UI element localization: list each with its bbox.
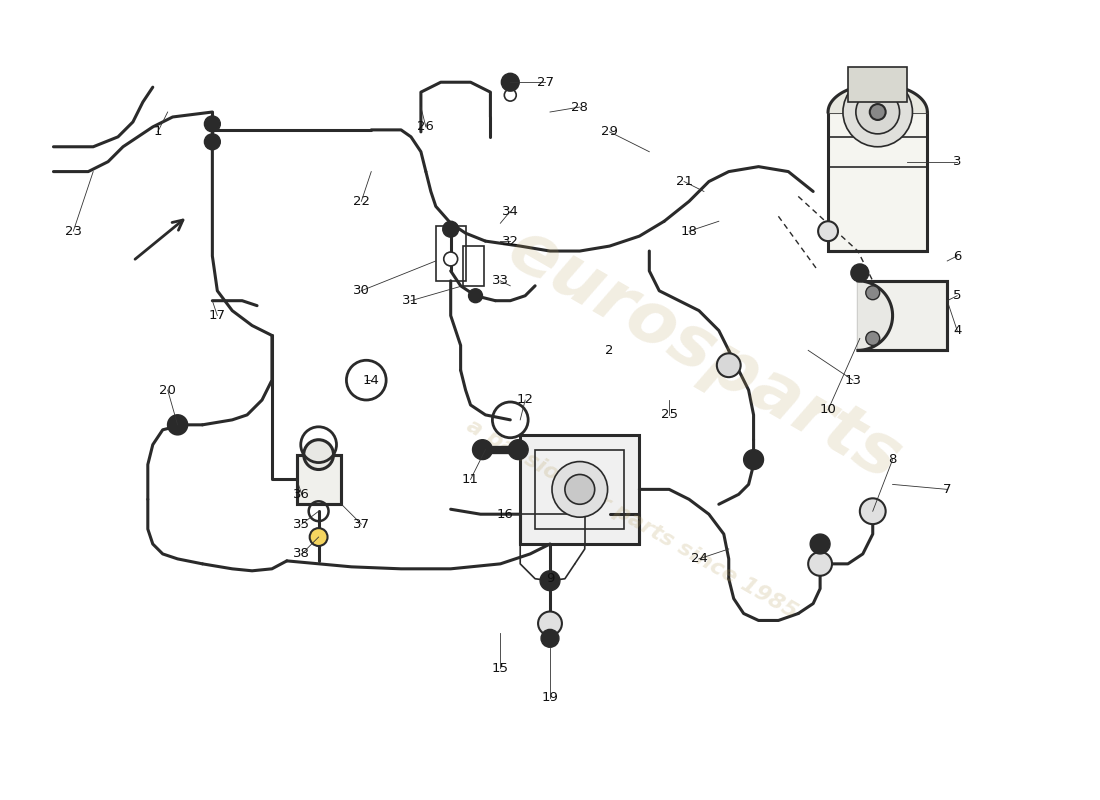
- Text: 5: 5: [953, 290, 961, 302]
- Bar: [828, 112, 927, 251]
- Circle shape: [717, 354, 740, 377]
- Circle shape: [552, 462, 607, 517]
- Circle shape: [856, 90, 900, 134]
- Text: 36: 36: [294, 488, 310, 501]
- Text: 26: 26: [417, 121, 434, 134]
- Text: 28: 28: [571, 101, 588, 114]
- Text: 8: 8: [889, 453, 896, 466]
- Text: 29: 29: [601, 126, 618, 138]
- Circle shape: [167, 415, 187, 434]
- Bar: [848, 67, 908, 102]
- Text: 11: 11: [462, 473, 480, 486]
- Text: 30: 30: [353, 284, 370, 298]
- Text: 23: 23: [65, 225, 81, 238]
- Circle shape: [310, 528, 328, 546]
- Circle shape: [808, 552, 832, 576]
- Text: 7: 7: [943, 483, 951, 496]
- Circle shape: [443, 252, 458, 266]
- Text: 19: 19: [541, 691, 559, 705]
- Circle shape: [565, 474, 595, 504]
- Circle shape: [866, 331, 880, 346]
- Circle shape: [508, 440, 528, 459]
- Text: 14: 14: [363, 374, 379, 386]
- Text: 10: 10: [820, 403, 836, 417]
- Text: 25: 25: [661, 408, 678, 422]
- Text: 4: 4: [953, 324, 961, 337]
- Circle shape: [304, 440, 333, 470]
- Bar: [520, 434, 639, 544]
- Text: 1: 1: [154, 126, 162, 138]
- Text: 37: 37: [353, 518, 370, 530]
- Circle shape: [205, 116, 220, 132]
- Text: 33: 33: [492, 274, 509, 287]
- Text: 13: 13: [845, 374, 861, 386]
- Text: 18: 18: [681, 225, 697, 238]
- Text: 21: 21: [675, 175, 693, 188]
- Text: 3: 3: [953, 155, 961, 168]
- Bar: [535, 450, 625, 529]
- Text: 38: 38: [294, 547, 310, 561]
- Circle shape: [843, 78, 913, 146]
- Circle shape: [442, 222, 459, 237]
- Circle shape: [744, 450, 763, 470]
- Text: 6: 6: [953, 250, 961, 262]
- Circle shape: [870, 104, 886, 120]
- Circle shape: [541, 630, 559, 647]
- Text: 32: 32: [502, 234, 519, 248]
- Bar: [463, 246, 484, 286]
- Bar: [297, 454, 341, 504]
- Text: 15: 15: [492, 662, 509, 674]
- Bar: [858, 281, 947, 350]
- Text: 20: 20: [160, 383, 176, 397]
- Circle shape: [851, 264, 869, 282]
- Circle shape: [469, 289, 483, 302]
- Bar: [436, 226, 465, 281]
- Circle shape: [866, 286, 880, 300]
- Circle shape: [818, 222, 838, 241]
- Text: 22: 22: [353, 195, 370, 208]
- Text: 12: 12: [517, 394, 534, 406]
- Text: 27: 27: [537, 76, 553, 89]
- Text: 24: 24: [691, 552, 707, 566]
- Polygon shape: [858, 281, 892, 350]
- Text: 17: 17: [209, 309, 226, 322]
- Circle shape: [811, 534, 830, 554]
- Text: 2: 2: [605, 344, 614, 357]
- Text: 34: 34: [502, 205, 519, 218]
- Text: 31: 31: [403, 294, 419, 307]
- Bar: [858, 281, 947, 350]
- Circle shape: [205, 134, 220, 150]
- Text: eurosparts: eurosparts: [495, 214, 913, 495]
- Circle shape: [860, 498, 886, 524]
- Text: 9: 9: [546, 572, 554, 586]
- Circle shape: [473, 440, 493, 459]
- Circle shape: [538, 611, 562, 635]
- Text: a passion for parts since 1985: a passion for parts since 1985: [463, 416, 801, 622]
- Text: 35: 35: [294, 518, 310, 530]
- Circle shape: [540, 571, 560, 590]
- Bar: [297, 454, 341, 504]
- Circle shape: [502, 74, 519, 91]
- Text: 16: 16: [497, 508, 514, 521]
